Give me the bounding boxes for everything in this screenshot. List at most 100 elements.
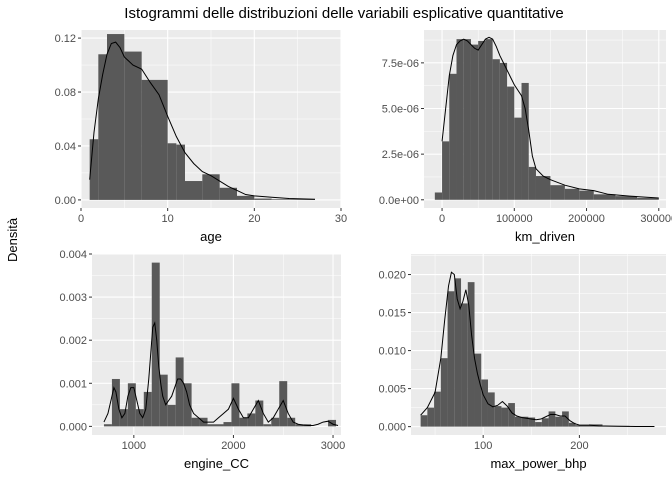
histogram-bar-age-1: [98, 54, 107, 200]
y-tick-label: 0.04: [55, 141, 76, 153]
histogram-bar-age-0: [89, 139, 99, 200]
histogram-bar-engine-cc-4: [135, 409, 144, 427]
y-tick-label: 0.002: [59, 335, 87, 347]
x-tick-label: 1000: [122, 440, 146, 452]
x-tick-label: 0: [78, 213, 84, 225]
histogram-bar-max-power-bhp-19: [548, 411, 556, 427]
histogram-bar-max-power-bhp-7: [467, 282, 475, 427]
histogram-bar-km-driven-6: [478, 40, 486, 200]
histogram-bar-engine-cc-0: [103, 424, 112, 427]
histogram-bar-engine-cc-5: [143, 391, 152, 427]
y-tick-label: 0.0e+00: [379, 195, 419, 207]
histogram-bar-age-3: [124, 51, 142, 200]
histogram-bar-age-4: [141, 79, 168, 200]
histogram-bar-max-power-bhp-15: [521, 416, 529, 427]
histogram-bar-engine-cc-22: [279, 381, 288, 427]
panel-age: 0 10 20 30 0.00 0.04 0.08 0.12 age: [55, 30, 347, 244]
y-tick-label: 0.00: [55, 195, 76, 207]
histogram-bar-engine-cc-1: [111, 378, 120, 427]
histogram-bar-max-power-bhp-3: [440, 358, 448, 427]
histogram-bar-age-7: [185, 181, 203, 200]
figure-title: Istogrammi delle distribuzioni delle var…: [124, 5, 563, 22]
x-tick-label: 2000: [221, 440, 245, 452]
histogram-bar-km-driven-5: [470, 44, 479, 200]
histogram-bar-engine-cc-8: [167, 404, 176, 427]
histogram-bar-engine-cc-18: [247, 413, 256, 427]
x-tick-label: 200: [570, 440, 588, 452]
histogram-bar-max-power-bhp-1: [427, 407, 435, 427]
y-tick-label: 0.12: [55, 33, 76, 45]
histogram-bar-max-power-bhp-13: [508, 403, 515, 427]
y-tick-label: 7.5e-06: [382, 58, 419, 70]
histogram-bar-age-6: [176, 144, 185, 200]
density-curve-engine-cc: [103, 321, 339, 427]
density-curve-km-driven: [441, 36, 659, 199]
histogram-bar-km-driven-19: [615, 196, 638, 200]
x-axis-label-engine-cc: engine_CC: [184, 456, 249, 471]
histogram-bar-km-driven-10: [507, 86, 515, 200]
histogram-bar-engine-cc-2: [119, 409, 128, 427]
histogram-bar-max-power-bhp-8: [474, 353, 482, 427]
histogram-bar-km-driven-7: [485, 39, 493, 200]
histogram-bar-km-driven-0: [434, 192, 443, 200]
y-tick-label: 0.08: [55, 87, 76, 99]
histogram-bar-engine-cc-3: [127, 383, 136, 427]
y-tick-label: 0.000: [378, 422, 406, 434]
x-tick-label: 3000: [321, 440, 345, 452]
panel-engine-cc: 1000 2000 3000 0.000 0.001 0.002 0.003 0.004 eng…: [59, 249, 345, 471]
x-tick-label: 10: [162, 213, 174, 225]
histogram-bar-engine-cc-14: [215, 424, 224, 427]
histogram-bar-max-power-bhp-21: [562, 411, 569, 427]
histogram-bar-km-driven-14: [535, 176, 551, 200]
histogram-bar-km-driven-20: [637, 197, 659, 200]
y-tick-label: 0.001: [59, 378, 87, 390]
histogram-bar-engine-cc-9: [175, 357, 184, 427]
x-tick-label: 200000: [568, 213, 605, 225]
y-tick-label: 0.020: [378, 270, 406, 282]
histogram-bar-engine-cc-16: [231, 383, 240, 427]
y-tick-label: 0.015: [378, 308, 406, 320]
histogram-bar-engine-cc-10: [183, 383, 192, 427]
histogram-bar-engine-cc-24: [295, 424, 304, 427]
histogram-bar-age-11: [254, 198, 272, 200]
x-axis-label-max-power-bhp: max_power_bhp: [490, 456, 586, 471]
y-tick-label: 0.000: [59, 421, 87, 433]
shared-y-axis-label: Densità: [5, 217, 20, 262]
panel-max-power-bhp: 100 200 0.000 0.005 0.010 0.015 0.020 max_power…: [378, 254, 666, 471]
x-axis-label-age: age: [200, 229, 222, 244]
histogram-bar-max-power-bhp-4: [447, 291, 455, 427]
x-tick-label: 30: [335, 213, 347, 225]
y-tick-label: 0.010: [378, 346, 406, 358]
histogram-bar-km-driven-1: [442, 141, 450, 200]
histogram-bar-engine-cc-20: [263, 424, 272, 427]
histogram-bar-engine-cc-15: [223, 422, 232, 427]
histogram-bar-age-10: [237, 195, 255, 200]
histogram-bar-engine-cc-11: [191, 417, 200, 427]
histogram-bar-max-power-bhp-11: [494, 406, 502, 427]
histogram-bar-age-9: [219, 187, 237, 200]
x-tick-label: 100000: [496, 213, 533, 225]
y-tick-label: 5.0e-06: [382, 104, 419, 116]
histogram-bar-engine-cc-17: [239, 417, 248, 427]
histogram-bar-max-power-bhp-20: [555, 416, 563, 427]
histogram-bar-age-8: [202, 174, 220, 200]
y-tick-label: 0.003: [59, 292, 87, 304]
x-tick-label: 100: [474, 440, 492, 452]
histogram-bar-age-12: [271, 199, 315, 200]
histogram-bar-engine-cc-21: [271, 417, 280, 427]
histogram-bar-max-power-bhp-23: [575, 425, 590, 427]
histogram-bar-max-power-bhp-6: [461, 303, 468, 427]
histogram-bar-km-driven-16: [564, 188, 580, 200]
histogram-bar-km-driven-9: [499, 62, 508, 200]
histogram-bar-max-power-bhp-0: [420, 415, 428, 427]
histogram-bar-km-driven-15: [550, 185, 565, 200]
histogram-bar-max-power-bhp-12: [501, 407, 509, 427]
histogram-bar-km-driven-3: [456, 39, 464, 200]
histogram-bar-max-power-bhp-17: [535, 422, 542, 427]
x-tick-label: 20: [248, 213, 260, 225]
histogram-bar-engine-cc-23: [287, 417, 296, 427]
y-tick-label: 0.005: [378, 384, 406, 396]
histogram-bar-max-power-bhp-10: [487, 392, 495, 427]
histogram-bar-age-2: [107, 34, 125, 200]
